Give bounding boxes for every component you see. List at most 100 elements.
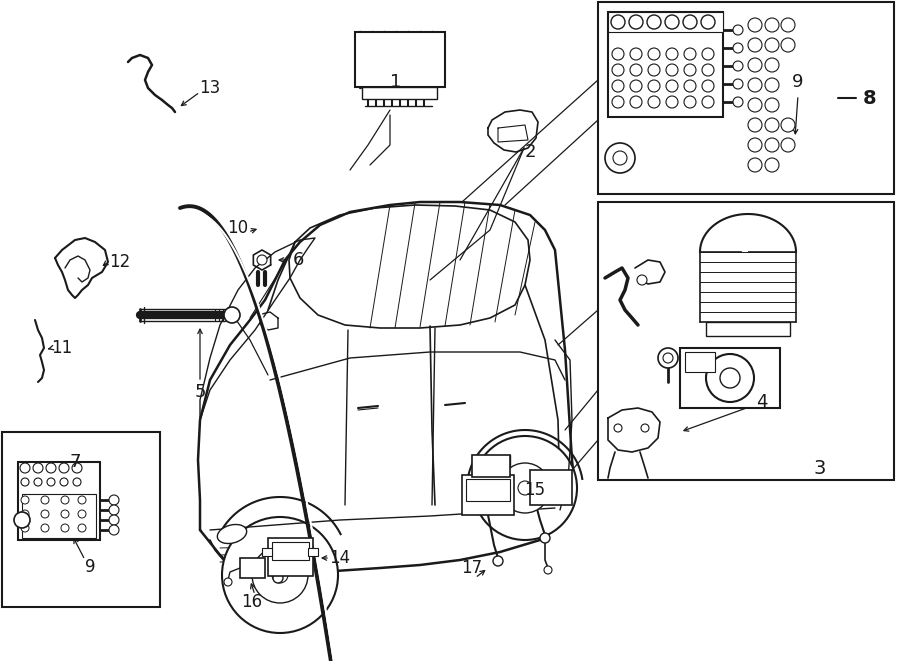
Bar <box>598 2 894 194</box>
Circle shape <box>630 96 642 108</box>
Circle shape <box>684 48 696 60</box>
Ellipse shape <box>217 524 247 543</box>
Circle shape <box>611 15 625 29</box>
Text: 16: 16 <box>241 593 263 611</box>
Circle shape <box>629 15 643 29</box>
Circle shape <box>781 38 795 52</box>
Circle shape <box>781 138 795 152</box>
Bar <box>262 548 272 556</box>
Circle shape <box>224 578 232 586</box>
Circle shape <box>648 96 660 108</box>
Circle shape <box>641 424 649 432</box>
Circle shape <box>765 118 779 132</box>
Text: 7: 7 <box>69 453 81 471</box>
Circle shape <box>684 96 696 108</box>
Circle shape <box>78 524 86 532</box>
Circle shape <box>273 573 283 583</box>
Text: 5: 5 <box>194 383 206 401</box>
Circle shape <box>765 18 779 32</box>
Circle shape <box>702 96 714 108</box>
Circle shape <box>299 548 309 558</box>
Circle shape <box>21 510 29 518</box>
Circle shape <box>648 80 660 92</box>
Circle shape <box>33 463 43 473</box>
Text: 1: 1 <box>391 73 401 91</box>
Circle shape <box>21 496 29 504</box>
Circle shape <box>109 495 119 505</box>
Circle shape <box>252 547 308 603</box>
Text: 11: 11 <box>51 339 73 357</box>
Circle shape <box>61 524 69 532</box>
Circle shape <box>34 478 42 486</box>
Bar <box>598 202 894 480</box>
Circle shape <box>614 424 622 432</box>
Bar <box>466 479 510 501</box>
Text: 4: 4 <box>756 393 768 411</box>
Bar <box>308 548 318 556</box>
Bar <box>272 542 309 560</box>
Text: 15: 15 <box>525 481 545 499</box>
Circle shape <box>748 58 762 72</box>
Circle shape <box>630 80 642 92</box>
Circle shape <box>41 510 49 518</box>
Circle shape <box>781 18 795 32</box>
Circle shape <box>47 478 55 486</box>
Circle shape <box>748 78 762 92</box>
Circle shape <box>765 58 779 72</box>
Circle shape <box>683 15 697 29</box>
Circle shape <box>109 515 119 525</box>
Circle shape <box>78 496 86 504</box>
Circle shape <box>733 61 743 71</box>
Circle shape <box>663 353 673 363</box>
Circle shape <box>61 510 69 518</box>
Circle shape <box>73 478 81 486</box>
Circle shape <box>765 158 779 172</box>
Circle shape <box>666 80 678 92</box>
Circle shape <box>748 38 762 52</box>
Circle shape <box>666 48 678 60</box>
Text: 9: 9 <box>792 73 804 91</box>
Circle shape <box>733 43 743 53</box>
Circle shape <box>781 118 795 132</box>
Circle shape <box>648 48 660 60</box>
Circle shape <box>637 275 647 285</box>
Circle shape <box>701 15 715 29</box>
Bar <box>685 352 715 372</box>
Circle shape <box>612 80 624 92</box>
Circle shape <box>666 96 678 108</box>
Circle shape <box>60 478 68 486</box>
Circle shape <box>21 524 29 532</box>
Circle shape <box>605 143 635 173</box>
Circle shape <box>765 138 779 152</box>
Text: 8: 8 <box>863 89 877 108</box>
Text: 2: 2 <box>524 143 536 161</box>
Circle shape <box>612 64 624 76</box>
Bar <box>268 538 313 576</box>
Circle shape <box>765 78 779 92</box>
Bar <box>472 455 510 477</box>
Circle shape <box>544 566 552 574</box>
Circle shape <box>720 368 740 388</box>
Bar <box>18 462 100 540</box>
Circle shape <box>14 512 30 528</box>
Bar <box>462 475 514 515</box>
Circle shape <box>702 64 714 76</box>
Circle shape <box>109 505 119 515</box>
Circle shape <box>46 463 56 473</box>
Bar <box>680 348 780 408</box>
Circle shape <box>500 463 550 513</box>
Circle shape <box>684 64 696 76</box>
Circle shape <box>630 64 642 76</box>
Circle shape <box>78 510 86 518</box>
Circle shape <box>630 48 642 60</box>
Circle shape <box>21 478 29 486</box>
Bar <box>255 563 310 575</box>
Text: 13: 13 <box>200 79 220 97</box>
Bar <box>608 12 723 117</box>
Circle shape <box>748 158 762 172</box>
Circle shape <box>61 496 69 504</box>
Circle shape <box>612 48 624 60</box>
Bar <box>240 558 265 578</box>
Bar <box>530 470 572 505</box>
Circle shape <box>647 15 661 29</box>
